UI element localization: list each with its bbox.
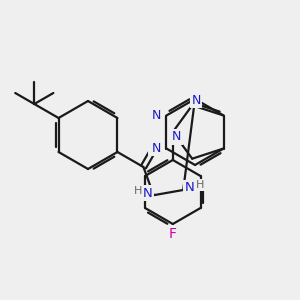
Text: H: H bbox=[196, 180, 204, 190]
Text: N: N bbox=[143, 187, 153, 200]
Text: H: H bbox=[134, 186, 142, 196]
Text: N: N bbox=[152, 109, 161, 122]
Text: N: N bbox=[184, 182, 194, 194]
Text: O: O bbox=[149, 141, 160, 154]
Text: F: F bbox=[169, 227, 177, 241]
Text: N: N bbox=[172, 130, 182, 143]
Text: N: N bbox=[191, 94, 201, 107]
Text: N: N bbox=[152, 142, 161, 155]
